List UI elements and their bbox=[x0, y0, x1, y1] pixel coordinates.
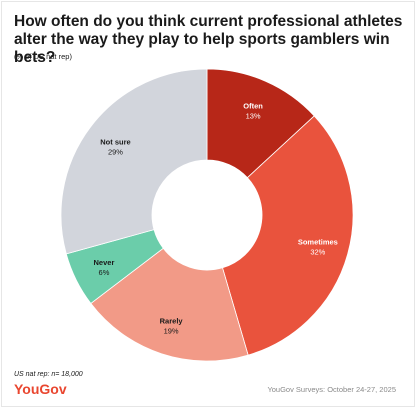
slice-sometimes[interactable] bbox=[221, 115, 354, 356]
value-label-not-sure: 29% bbox=[108, 147, 123, 156]
label-often: Often bbox=[243, 102, 263, 111]
label-sometimes: Sometimes bbox=[298, 238, 338, 247]
value-label-sometimes: 32% bbox=[310, 248, 325, 257]
source-note: YouGov Surveys: October 24-27, 2025 bbox=[267, 385, 396, 394]
chart-title: How often do you think current professio… bbox=[14, 13, 403, 66]
sample-note: US nat rep: n= 18,000 bbox=[14, 371, 83, 378]
label-not-sure: Not sure bbox=[100, 137, 130, 146]
brand-logo[interactable]: YouGov bbox=[14, 381, 67, 397]
slice-not-sure[interactable] bbox=[60, 68, 208, 255]
value-label-rarely: 19% bbox=[164, 326, 179, 335]
label-rarely: Rarely bbox=[160, 316, 184, 325]
chart-subtitle: (% of US nat rep) bbox=[14, 52, 72, 61]
value-label-often: 13% bbox=[246, 112, 261, 121]
label-never: Never bbox=[94, 258, 115, 267]
value-label-never: 6% bbox=[99, 268, 110, 277]
slice-rarely[interactable] bbox=[90, 247, 249, 362]
